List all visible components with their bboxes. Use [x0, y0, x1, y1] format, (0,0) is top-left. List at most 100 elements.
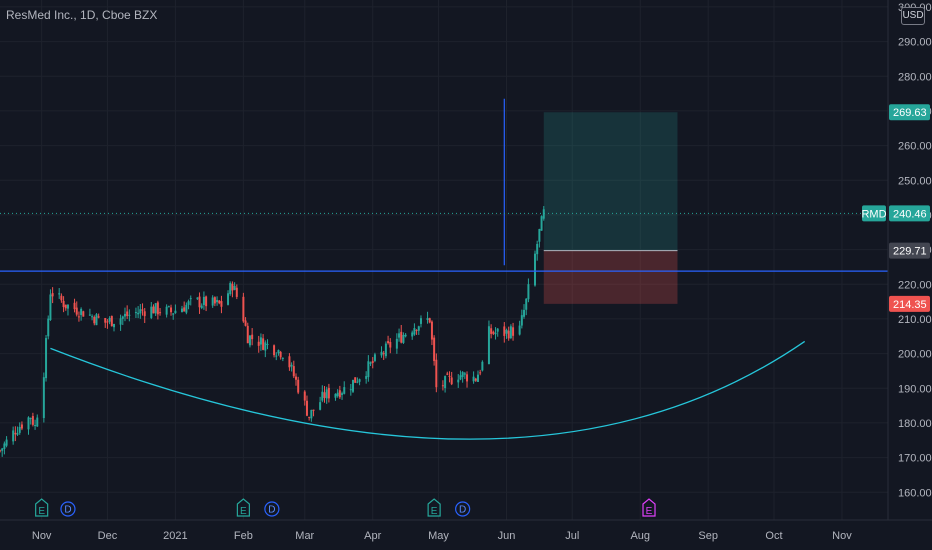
- last-price-label: 240.46: [889, 205, 930, 222]
- candle-body: [1, 448, 4, 451]
- candle: [244, 317, 247, 327]
- price-label-box: [889, 295, 930, 312]
- candle: [538, 228, 541, 248]
- candle-body: [479, 372, 482, 374]
- candle-body: [463, 373, 466, 375]
- candle: [338, 385, 341, 399]
- candle-body: [200, 305, 203, 309]
- dividend-marker[interactable]: D: [264, 501, 280, 517]
- candle: [16, 426, 19, 436]
- target-price-label: 269.63: [889, 104, 930, 121]
- candle: [310, 409, 313, 422]
- price-label-text: 214.35: [893, 299, 927, 311]
- earnings-marker[interactable]: E: [35, 498, 49, 517]
- candle-body: [185, 304, 188, 313]
- dividend-label: D: [268, 505, 275, 516]
- upcoming-earnings-marker[interactable]: E: [642, 498, 656, 517]
- candle-body: [110, 316, 113, 327]
- candle-body: [433, 337, 436, 362]
- candle-body: [75, 307, 78, 315]
- candle: [395, 333, 398, 354]
- price-axis[interactable]: 160.00 170.00 180.00 190.00 200.00 210.00 220.…: [887, 0, 932, 550]
- candle: [88, 308, 91, 316]
- candle: [426, 311, 429, 324]
- candle: [492, 330, 495, 336]
- candle: [525, 298, 528, 316]
- time-tick-label: Apr: [364, 530, 381, 542]
- candle: [474, 377, 477, 382]
- candle-body: [266, 343, 269, 345]
- candle-body: [12, 430, 15, 442]
- loss-zone[interactable]: [543, 250, 678, 304]
- candle: [93, 315, 96, 326]
- earnings-marker[interactable]: E: [427, 498, 441, 517]
- currency-button[interactable]: USD: [901, 7, 925, 25]
- candle-body: [369, 362, 372, 364]
- time-tick-label: Jun: [498, 530, 516, 542]
- candle-body: [325, 389, 328, 399]
- candle-body: [227, 293, 230, 305]
- time-tick-label: Mar: [295, 530, 314, 542]
- candle-body: [14, 432, 17, 435]
- candle: [356, 377, 359, 384]
- candle: [349, 384, 352, 396]
- candle: [457, 374, 460, 388]
- candle-body: [336, 392, 339, 397]
- candle-body: [476, 374, 479, 382]
- candle: [398, 328, 401, 342]
- candle-body: [187, 301, 190, 305]
- candle: [262, 334, 265, 351]
- candle-body: [29, 418, 32, 420]
- candle-body: [395, 338, 398, 349]
- price-tick-label: 170.00: [898, 453, 932, 465]
- chart-drawings[interactable]: [0, 98, 888, 440]
- dividend-circle: [264, 501, 280, 517]
- time-tick-label: Nov: [32, 530, 52, 542]
- candle-body: [435, 359, 438, 388]
- candle-body: [97, 316, 100, 318]
- time-axis[interactable]: Nov Dec 2021 Feb Mar Apr May Jun Jul Aug Sep Oct Nov: [0, 519, 932, 550]
- candle-body: [262, 338, 265, 350]
- candle: [505, 328, 508, 339]
- candle: [202, 291, 205, 310]
- candle-body: [34, 424, 37, 426]
- candle-body: [66, 304, 69, 309]
- candle: [113, 323, 116, 332]
- candle-body: [82, 311, 85, 317]
- candle-body: [279, 351, 282, 358]
- candle-body: [64, 304, 67, 309]
- candle: [3, 441, 6, 455]
- candle-body: [246, 325, 249, 344]
- earnings-marker[interactable]: E: [236, 498, 250, 517]
- dividend-marker[interactable]: D: [60, 501, 76, 517]
- candle-body: [216, 299, 219, 303]
- candle-body: [152, 306, 155, 314]
- candle: [246, 322, 249, 344]
- candle: [415, 329, 418, 335]
- candle-body: [51, 293, 54, 297]
- price-tick-label: 180.00: [898, 418, 932, 430]
- profit-zone[interactable]: [543, 112, 678, 251]
- candle-body: [49, 294, 52, 320]
- candle-body: [384, 343, 387, 357]
- candle-body: [60, 295, 63, 301]
- candle: [476, 370, 479, 382]
- candle: [279, 350, 282, 360]
- earnings-label: E: [431, 506, 438, 517]
- candle-body: [167, 306, 170, 308]
- price-tick-label: 210.00: [898, 314, 932, 326]
- price-tick-label: 200.00: [898, 349, 932, 361]
- long-position-tool[interactable]: [543, 112, 678, 304]
- rounding-bottom-arc[interactable]: [50, 340, 806, 440]
- candle-body: [321, 391, 324, 401]
- dividend-marker[interactable]: D: [455, 501, 471, 517]
- candle-body: [542, 209, 545, 219]
- symbol-tag: RMD: [861, 205, 887, 222]
- candle-body: [295, 376, 297, 380]
- price-tick-label: 250.00: [898, 175, 932, 187]
- candle-body: [400, 331, 403, 343]
- candle: [34, 419, 37, 430]
- candle: [104, 317, 107, 328]
